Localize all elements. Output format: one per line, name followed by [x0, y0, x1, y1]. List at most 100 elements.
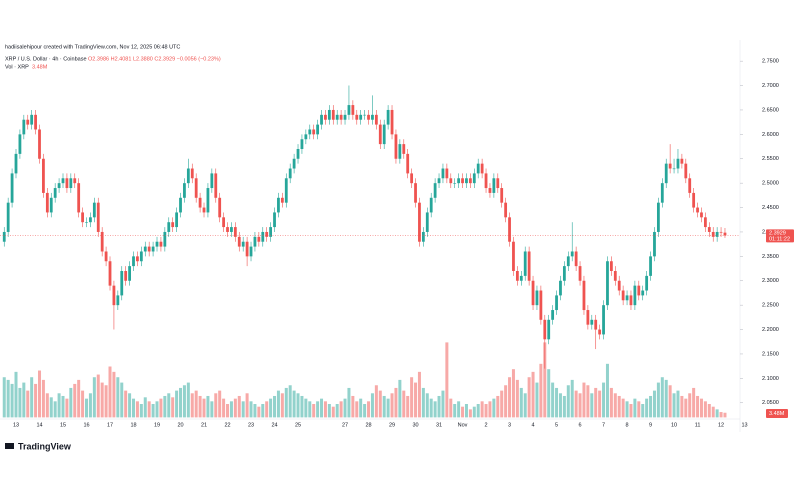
candle-body [574, 251, 578, 267]
candle-body [112, 285, 116, 306]
volume-bar [280, 393, 284, 418]
volume-bar [288, 385, 292, 418]
candle-body [77, 183, 81, 213]
candle-body [676, 158, 680, 169]
candle-body [226, 227, 229, 232]
candle-body [394, 134, 398, 159]
candle-body [89, 217, 92, 223]
volume-bar [175, 390, 179, 418]
candle-body [92, 202, 96, 218]
volume-bar [30, 377, 34, 418]
y-tick-label: 2.1500 [762, 351, 779, 357]
candle-body [296, 149, 300, 159]
x-tick-label: 8 [626, 422, 629, 428]
candle-body [284, 178, 288, 203]
candle-body [49, 197, 53, 213]
volume-bar [132, 398, 136, 418]
candle-body [461, 178, 464, 184]
volume-bar [566, 385, 570, 418]
volume-bar [49, 397, 53, 418]
volume-bar [457, 401, 461, 418]
candle-body [171, 222, 175, 228]
volume-bar [707, 404, 711, 418]
volume-bar [359, 398, 363, 418]
candle-body [504, 202, 508, 218]
x-tick-label: 10 [671, 422, 677, 428]
ohlc: O2.3986 H2.4081 L2.3880 C2.3929 −0.0056 … [88, 56, 221, 62]
volume-bar [594, 387, 598, 418]
volume-bar [363, 404, 367, 418]
volume-bar [26, 390, 30, 418]
candle-body [53, 188, 57, 198]
candle-body [42, 158, 45, 193]
volume-bar [214, 393, 218, 418]
symbol: XRP / U.S. Dollar · 4h · Coinbase [5, 56, 87, 62]
candle-body [155, 241, 159, 247]
candle-body [116, 295, 120, 306]
volume-bar [38, 370, 42, 418]
volume-bar [147, 401, 151, 418]
volume-bar [668, 385, 672, 418]
logo-text: TradingView [18, 441, 72, 451]
candle-body [410, 173, 414, 184]
x-tick-label: 9 [649, 422, 652, 428]
candle-body [245, 241, 249, 257]
candle-body [202, 207, 206, 213]
candle-body [535, 290, 539, 306]
volume-bar [331, 406, 335, 418]
candle-body [312, 129, 316, 135]
candle-body [406, 153, 410, 174]
candle-body [14, 153, 18, 174]
volume-bar [461, 406, 465, 418]
candle-body [418, 202, 421, 242]
x-tick-label: 27 [342, 422, 348, 428]
volume-bar [531, 371, 535, 418]
volume-bar [421, 387, 425, 418]
candle-body [472, 173, 476, 184]
x-tick-label: 16 [83, 422, 89, 428]
candle-body [222, 217, 226, 228]
volume-bar [441, 390, 445, 418]
candle-body [269, 227, 273, 237]
candle-body [30, 114, 34, 125]
volume-bar [135, 401, 139, 418]
candle-body [300, 139, 304, 149]
volume-bar [128, 393, 132, 418]
candle-body [175, 212, 178, 228]
volume-bar [699, 398, 703, 418]
x-tick-label: 25 [295, 422, 301, 428]
volume-title: Vol · XRP [5, 64, 29, 70]
candle-body [194, 178, 198, 198]
volume-bar [198, 395, 202, 418]
x-tick-label: 4 [532, 422, 535, 428]
volume-bar [143, 397, 147, 418]
volume-bar [492, 398, 496, 418]
volume-bar [586, 385, 590, 418]
credit: hadiisalehipour created with TradingView… [5, 44, 180, 50]
volume-bar [445, 342, 449, 418]
candle-body [167, 222, 171, 232]
volume-bar [343, 398, 347, 418]
candle-body [715, 231, 719, 237]
volume-bar [253, 404, 257, 418]
candle-body [480, 163, 484, 174]
x-tick-label: 21 [201, 422, 207, 428]
candle-body [696, 207, 699, 213]
candle-body [641, 290, 645, 296]
candle-body [707, 227, 711, 232]
volume-bar [57, 393, 61, 418]
candle-body [672, 168, 676, 170]
volume-bar [433, 401, 437, 418]
y-tick-label: 2.2000 [762, 327, 779, 333]
volume-bar [261, 404, 265, 418]
volume-bar [625, 401, 629, 418]
candle-body [34, 114, 37, 130]
candle-body [512, 241, 515, 271]
volume-bar [112, 371, 116, 418]
volume-bar [73, 383, 77, 418]
volume-bar [22, 382, 26, 418]
volume-bar [2, 377, 6, 418]
candle-body [210, 173, 214, 189]
volume-bar [398, 379, 402, 418]
candle-body [664, 163, 668, 184]
